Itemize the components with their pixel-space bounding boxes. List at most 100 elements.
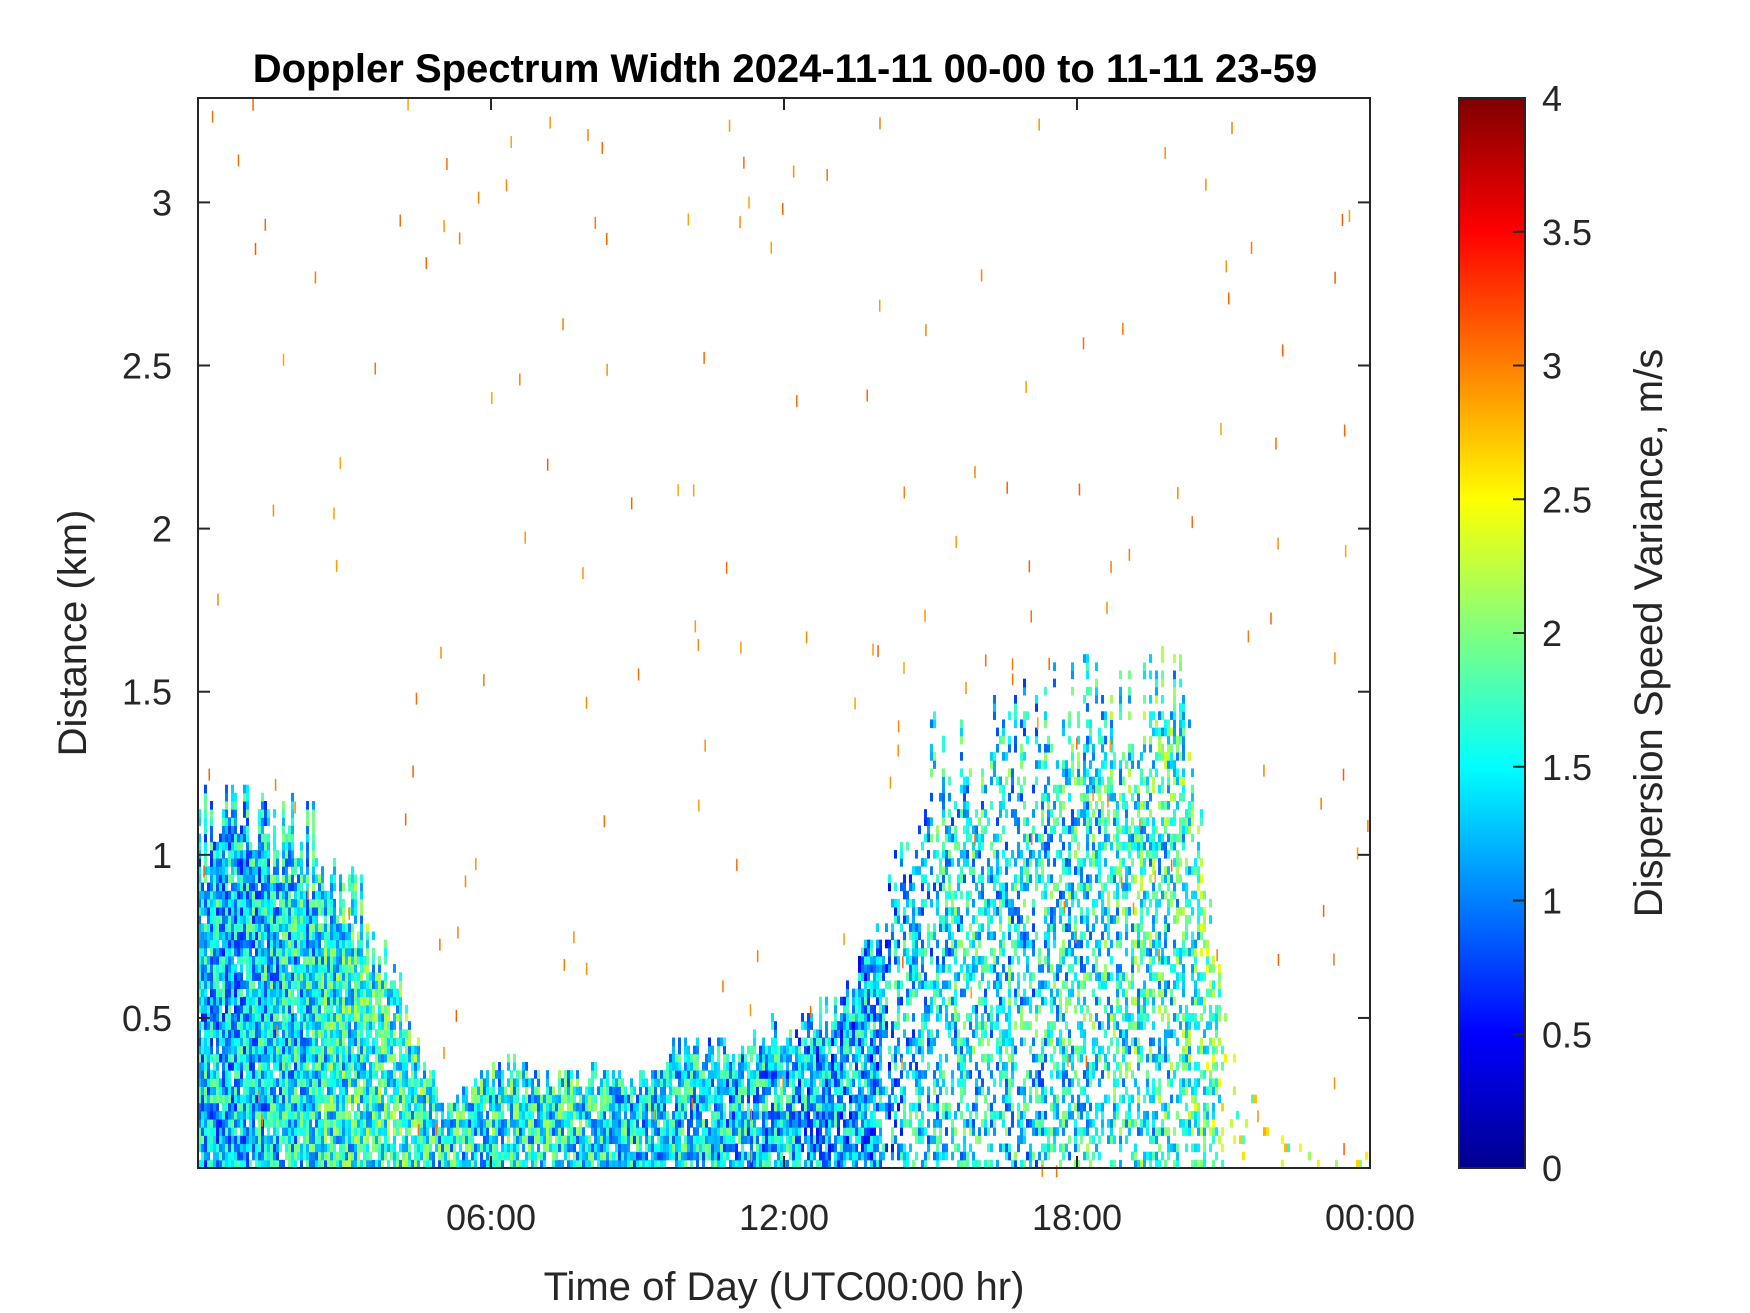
heatmap-cell bbox=[966, 858, 969, 867]
heatmap-cell bbox=[786, 1159, 789, 1169]
heatmap-cell bbox=[558, 1127, 561, 1136]
heatmap-cell bbox=[864, 1110, 867, 1120]
heatmap-cell bbox=[336, 1110, 339, 1120]
heatmap-cell bbox=[753, 1119, 756, 1128]
heatmap-cell bbox=[333, 915, 336, 924]
heatmap-cell bbox=[300, 1151, 303, 1161]
heatmap-cell bbox=[276, 890, 279, 900]
heatmap-cell bbox=[396, 1061, 399, 1071]
heatmap-cell bbox=[840, 1029, 843, 1039]
heatmap-cell bbox=[543, 1151, 546, 1161]
heatmap-cell bbox=[927, 1013, 930, 1022]
heatmap-cell bbox=[357, 972, 360, 981]
heatmap-cell bbox=[360, 1127, 363, 1136]
heatmap-cell bbox=[342, 1029, 345, 1039]
heatmap-cell bbox=[261, 1159, 264, 1169]
heatmap-cell bbox=[798, 1119, 801, 1128]
heatmap-cell bbox=[873, 1159, 876, 1169]
heatmap-cell bbox=[834, 1053, 837, 1063]
heatmap-cell bbox=[681, 1143, 684, 1153]
heatmap-cell bbox=[765, 1061, 768, 1071]
heatmap-cell bbox=[750, 1086, 753, 1096]
heatmap-cell bbox=[894, 1119, 897, 1128]
heatmap-cell bbox=[285, 1143, 288, 1153]
heatmap-cell bbox=[294, 955, 297, 965]
heatmap-cell bbox=[201, 972, 204, 981]
heatmap-cell bbox=[609, 1159, 612, 1169]
heatmap-cell bbox=[630, 1086, 633, 1096]
heatmap-cell bbox=[303, 1143, 306, 1153]
heatmap-cell bbox=[588, 1143, 591, 1153]
heatmap-cell bbox=[747, 1151, 750, 1161]
heatmap-cell bbox=[756, 1135, 759, 1145]
heatmap-cell bbox=[282, 1119, 285, 1128]
heatmap-cell bbox=[963, 947, 966, 957]
heatmap-cell bbox=[285, 915, 288, 924]
heatmap-cell bbox=[738, 1078, 741, 1087]
heatmap-cell bbox=[369, 1045, 372, 1055]
heatmap-cell bbox=[540, 1151, 543, 1161]
heatmap-cell bbox=[297, 907, 300, 916]
heatmap-cell bbox=[300, 1078, 303, 1087]
heatmap-cell bbox=[294, 907, 297, 916]
heatmap-cell bbox=[255, 866, 258, 875]
heatmap-cell bbox=[297, 947, 300, 957]
heatmap-cell bbox=[735, 1070, 738, 1079]
heatmap-cell bbox=[684, 1070, 687, 1079]
heatmap-cell bbox=[873, 955, 876, 965]
heatmap-cell bbox=[381, 1053, 384, 1063]
heatmap-cell bbox=[504, 1127, 507, 1136]
heatmap-cell bbox=[858, 1021, 861, 1030]
heatmap-cell bbox=[468, 1102, 471, 1112]
heatmap-cell bbox=[819, 1070, 822, 1079]
heatmap-cell bbox=[213, 939, 216, 949]
heatmap-cell bbox=[705, 1094, 708, 1104]
heatmap-cell bbox=[405, 1037, 408, 1047]
heatmap-cell bbox=[222, 964, 225, 973]
heatmap-cell bbox=[222, 1037, 225, 1047]
heatmap-cell bbox=[828, 1078, 831, 1087]
heatmap-cell bbox=[942, 947, 945, 957]
heatmap-cell bbox=[234, 1127, 237, 1136]
heatmap-cell bbox=[897, 1151, 900, 1161]
heatmap-cell bbox=[456, 1110, 459, 1120]
heatmap-cell bbox=[336, 988, 339, 998]
heatmap-cell bbox=[219, 1151, 222, 1161]
heatmap-cell bbox=[726, 1135, 729, 1145]
heatmap-cell bbox=[399, 1070, 402, 1079]
heatmap-cell bbox=[678, 1086, 681, 1096]
heatmap-cell bbox=[858, 1013, 861, 1022]
heatmap-cell bbox=[963, 784, 966, 794]
heatmap-cell bbox=[873, 1094, 876, 1104]
heatmap-cell bbox=[309, 915, 312, 924]
heatmap-cell bbox=[294, 1102, 297, 1112]
heatmap-cell bbox=[333, 1119, 336, 1128]
heatmap-cell bbox=[954, 1021, 957, 1030]
heatmap-cell bbox=[879, 1045, 882, 1055]
heatmap-cell bbox=[804, 1037, 807, 1047]
heatmap-cell bbox=[624, 1086, 627, 1096]
heatmap-cell bbox=[945, 1086, 948, 1096]
heatmap-cell bbox=[318, 1159, 321, 1169]
heatmap-cell bbox=[354, 898, 357, 908]
heatmap-cell bbox=[807, 1013, 810, 1022]
heatmap-cell bbox=[330, 890, 333, 900]
heatmap-cell bbox=[897, 996, 900, 1006]
heatmap-cell bbox=[309, 1021, 312, 1030]
heatmap-cell bbox=[300, 980, 303, 990]
heatmap-cell bbox=[825, 1110, 828, 1120]
heatmap-cell bbox=[282, 1110, 285, 1120]
heatmap-cell bbox=[906, 898, 909, 908]
heatmap-cell bbox=[399, 1078, 402, 1087]
heatmap-cell bbox=[744, 1127, 747, 1136]
heatmap-cell bbox=[948, 996, 951, 1006]
heatmap-cell bbox=[273, 1110, 276, 1120]
heatmap-cell bbox=[258, 1159, 261, 1169]
heatmap-cell bbox=[234, 882, 237, 892]
heatmap-cell bbox=[216, 972, 219, 981]
heatmap-cell bbox=[675, 1151, 678, 1161]
heatmap-cell bbox=[213, 1094, 216, 1104]
heatmap-cell bbox=[441, 1119, 444, 1128]
heatmap-cell bbox=[915, 931, 918, 941]
heatmap-cell bbox=[786, 1061, 789, 1071]
